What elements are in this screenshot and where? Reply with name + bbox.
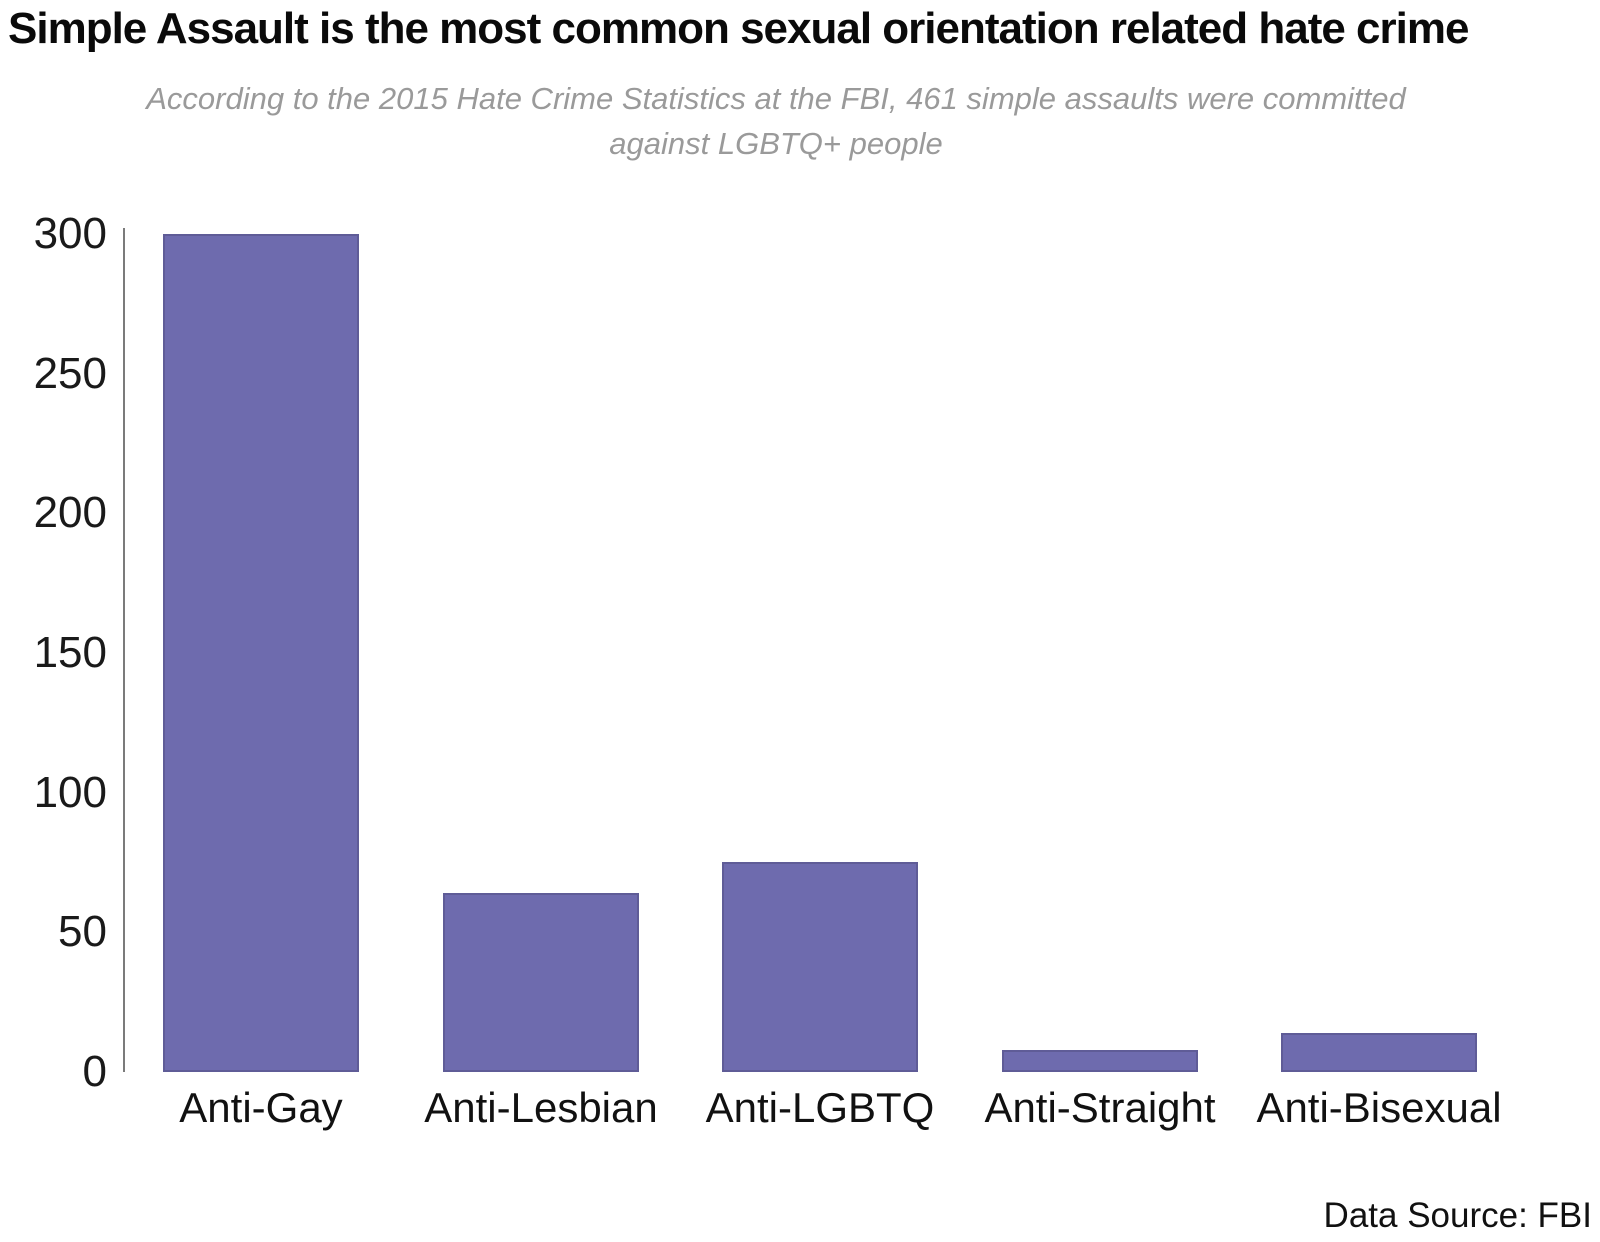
bar-anti-bisexual [1281,1033,1477,1072]
data-source-label: Data Source: FBI [1323,1196,1592,1235]
bar-anti-lgbtq [722,862,918,1072]
y-axis-line [123,228,125,1072]
x-axis-label: Anti-Lesbian [424,1084,658,1131]
x-axis-label: Anti-Bisexual [1256,1084,1502,1131]
y-tick-label: 150 [33,628,107,677]
bar-anti-lesbian [443,893,639,1072]
y-tick-label: 300 [33,209,107,258]
bar-anti-straight [1002,1050,1198,1072]
x-axis-label: Anti-Gay [179,1084,343,1131]
chart-title: Simple Assault is the most common sexual… [8,4,1469,53]
chart-subtitle: According to the 2015 Hate Crime Statist… [0,76,1552,166]
y-tick-label: 200 [33,488,107,538]
bar-anti-gay [163,234,359,1072]
x-axis-label: Anti-LGBTQ [705,1084,935,1131]
chart-subtitle-line-2: against LGBTQ+ people [609,126,943,161]
x-axis-label: Anti-Straight [984,1084,1216,1131]
y-tick-label: 250 [33,348,107,398]
y-tick-label: 0 [82,1047,107,1096]
y-tick-label: 100 [33,767,107,817]
y-tick-label: 50 [58,907,107,957]
chart-subtitle-line-1: According to the 2015 Hate Crime Statist… [146,81,1406,116]
